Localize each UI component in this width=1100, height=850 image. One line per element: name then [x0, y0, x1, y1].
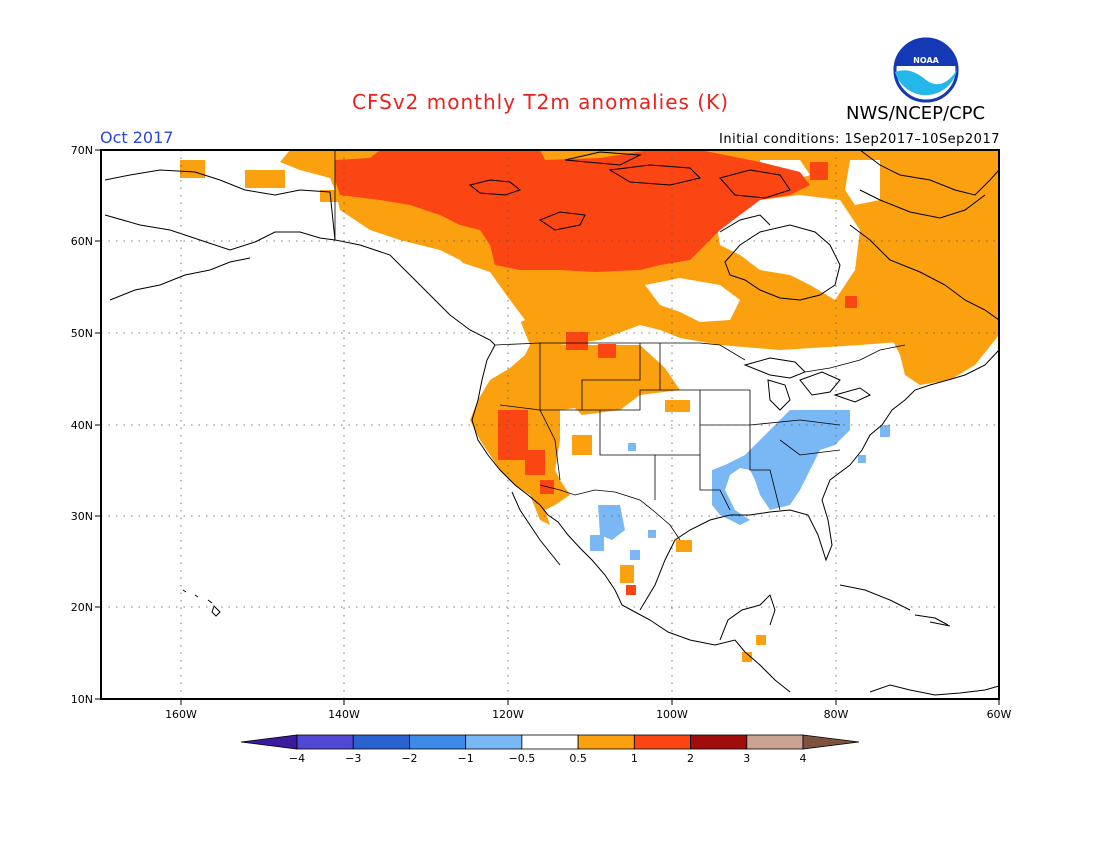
noaa-logo-text: NOAA — [913, 56, 939, 65]
lon-label: 160W — [165, 708, 197, 721]
lon-label: 120W — [492, 708, 524, 721]
lat-label: 10N — [71, 693, 93, 706]
colorbar-swatch — [409, 734, 467, 750]
lat-label: 30N — [71, 510, 93, 523]
coastlines — [104, 150, 999, 696]
colorbar-label: −2 — [401, 752, 417, 765]
lon-label: 80W — [824, 708, 849, 721]
colorbar-swatch — [577, 734, 635, 750]
initial-conditions-label: Initial conditions: 1Sep2017–10Sep2017 — [719, 132, 1000, 147]
colorbar-min-arrow — [240, 734, 298, 750]
colorbar-swatch — [746, 734, 804, 750]
colorbar-label: −4 — [289, 752, 305, 765]
colorbar-swatch — [296, 734, 354, 750]
colorbar-label: −0.5 — [509, 752, 536, 765]
lat-label: 50N — [71, 327, 93, 340]
lon-label: 140W — [328, 708, 360, 721]
axis-ticks — [95, 149, 1000, 705]
colorbar-swatch — [521, 734, 579, 750]
political-borders — [334, 150, 906, 541]
lat-label: 70N — [71, 144, 93, 157]
longitude-labels: 160W 140W 120W 100W 80W 60W — [165, 708, 1011, 721]
colorbar: −4 −3 −2 −1 −0.5 0.5 1 2 3 4 — [240, 734, 860, 765]
latitude-labels: 70N 60N 50N 40N 30N 20N 10N — [71, 144, 93, 706]
valid-month-label: Oct 2017 — [100, 128, 174, 147]
colorbar-swatch — [633, 734, 691, 750]
cool-anomaly-region — [590, 410, 890, 560]
colorbar-swatch — [352, 734, 410, 750]
colorbar-label: 1 — [631, 752, 638, 765]
lat-label: 20N — [71, 601, 93, 614]
colorbar-swatch — [690, 734, 748, 750]
colorbar-max-arrow — [802, 734, 860, 750]
colorbar-label: 3 — [743, 752, 750, 765]
map-title: CFSv2 monthly T2m anomalies (K) — [352, 90, 729, 114]
colorbar-swatch — [465, 734, 523, 750]
graticule — [101, 150, 999, 699]
colorbar-label: 4 — [800, 752, 807, 765]
colorbar-label: 0.5 — [569, 752, 587, 765]
lon-label: 100W — [656, 708, 688, 721]
lat-label: 40N — [71, 419, 93, 432]
colorbar-label: −3 — [345, 752, 361, 765]
colorbar-label: 2 — [687, 752, 694, 765]
lon-label: 60W — [987, 708, 1012, 721]
anomaly-field — [180, 150, 999, 662]
noaa-logo: NOAA — [893, 37, 959, 103]
agency-label: NWS/NCEP/CPC — [846, 103, 986, 124]
colorbar-label: −1 — [458, 752, 474, 765]
lat-label: 60N — [71, 235, 93, 248]
